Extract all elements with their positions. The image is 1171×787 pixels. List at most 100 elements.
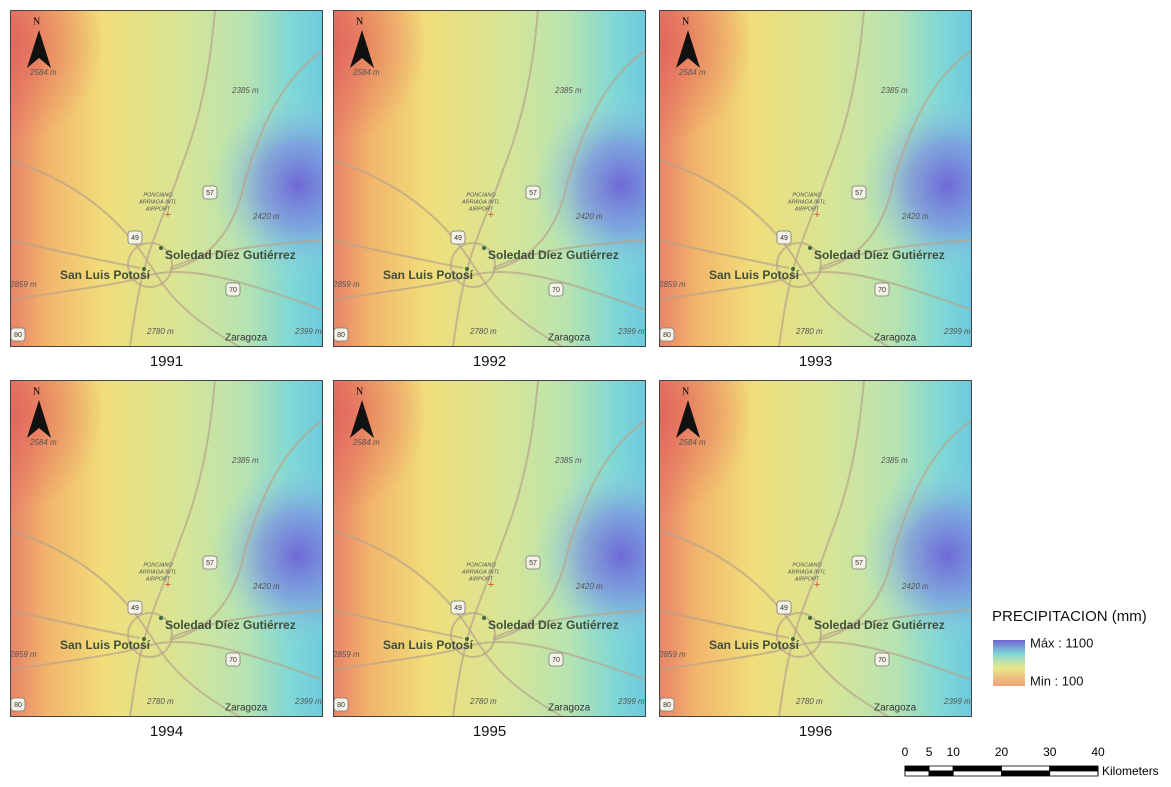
town-label: Zaragoza [548,333,591,344]
airport-icon: + [488,579,494,591]
road-number: 57 [855,190,863,197]
map-panel: N2584 m2385 m2420 m2859 m2780 m2399 mZar… [9,10,323,347]
city-dot [142,637,146,641]
scale-segment [953,766,1001,771]
elevation-label: 2399 m [294,327,322,336]
north-label: N [356,16,363,27]
elevation-label: 2385 m [880,86,908,95]
elevation-label: 2859 m [9,650,37,659]
road-number: 70 [878,287,886,294]
airport-icon: + [814,209,820,221]
year-label: 1991 [150,353,183,370]
city-dot [142,267,146,271]
road-number: 80 [337,332,345,339]
scale-unit: Kilometers [1102,764,1159,778]
elevation-label: 2385 m [231,86,259,95]
year-label: 1996 [799,723,832,740]
city-dot [159,616,163,620]
elevation-label: 2399 m [617,697,645,706]
city-dot [159,246,163,250]
city-label: San Luis Potosí [709,268,800,282]
road-number: 70 [229,657,237,664]
road-number: 57 [206,190,214,197]
road-number: 70 [552,287,560,294]
city-dot [808,246,812,250]
scale-tick-label: 20 [995,745,1009,759]
elevation-label: 2584 m [352,438,380,447]
scale-segment [905,771,929,776]
elevation-label: 2399 m [617,327,645,336]
airport-label: PONCIANO [792,192,822,198]
road-number: 80 [663,332,671,339]
elevation-label: 2420 m [575,582,603,591]
city-label: Soledad Díez Gutiérrez [165,618,296,632]
elevation-label: 2420 m [252,582,280,591]
airport-label: PONCIANO [792,562,822,568]
road-number: 80 [663,702,671,709]
city-dot [791,637,795,641]
elevation-label: 2859 m [658,650,686,659]
elevation-label: 2780 m [795,697,823,706]
elevation-label: 2859 m [658,280,686,289]
town-label: Zaragoza [874,703,917,714]
legend-ramp [993,640,1025,686]
elevation-label: 2385 m [554,456,582,465]
north-label: N [682,386,689,397]
airport-label: ARRIAGA INTL [787,199,826,205]
road-number: 70 [878,657,886,664]
year-label: 1993 [799,353,832,370]
elevation-label: 2584 m [29,438,57,447]
legend-min: Min : 100 [1030,673,1083,688]
elevation-label: 2780 m [146,697,174,706]
elevation-label: 2399 m [294,697,322,706]
airport-label: ARRIAGA INTL [461,199,500,205]
map-panel: N2584 m2385 m2420 m2859 m2780 m2399 mZar… [9,380,323,717]
city-label: Soledad Díez Gutiérrez [488,248,619,262]
elevation-label: 2385 m [554,86,582,95]
elevation-label: 2399 m [943,697,971,706]
map-panel: N 2584 m 2385 m 2420 m 2859 m 2780 m 2399 m Zar… [658,380,972,717]
scale-tick-label: 40 [1091,745,1105,759]
city-label: San Luis Potosí [60,638,151,652]
road-number: 49 [780,605,788,612]
airport-label: PONCIANO [143,192,173,198]
map-low [659,380,972,717]
elevation-label: 2420 m [901,582,929,591]
elevation-label: 2859 m [332,280,360,289]
city-dot [482,616,486,620]
elevation-label: 2420 m [252,212,280,221]
elevation-label: 2584 m [678,438,706,447]
year-label: 1994 [150,723,183,740]
elevation-label: 2859 m [9,280,37,289]
elevation-label: 2420 m [575,212,603,221]
elevation-label: 2420 m [901,212,929,221]
road-number: 70 [552,657,560,664]
north-label: N [356,386,363,397]
city-label: San Luis Potosí [60,268,151,282]
scale-segment [929,766,953,771]
airport-icon: + [814,579,820,591]
city-label: San Luis Potosí [383,268,474,282]
elevation-label: 2385 m [231,456,259,465]
elevation-label: 2385 m [880,456,908,465]
map-low [659,10,972,347]
city-label: Soledad Díez Gutiérrez [488,618,619,632]
town-label: Zaragoza [874,333,917,344]
scale-tick-label: 30 [1043,745,1057,759]
scale-tick-label: 5 [926,745,933,759]
scale-tick-label: 10 [947,745,961,759]
airport-label: ARRIAGA INTL [461,569,500,575]
road-number: 57 [855,560,863,567]
city-dot [482,246,486,250]
town-label: Zaragoza [225,703,268,714]
road-number: 80 [337,702,345,709]
legend-title: PRECIPITACION (mm) [992,608,1147,625]
city-label: Soledad Díez Gutiérrez [814,618,945,632]
elevation-label: 2399 m [943,327,971,336]
scale-segment [953,771,1001,776]
city-dot [465,637,469,641]
road-number: 49 [454,605,462,612]
road-number: 80 [14,332,22,339]
